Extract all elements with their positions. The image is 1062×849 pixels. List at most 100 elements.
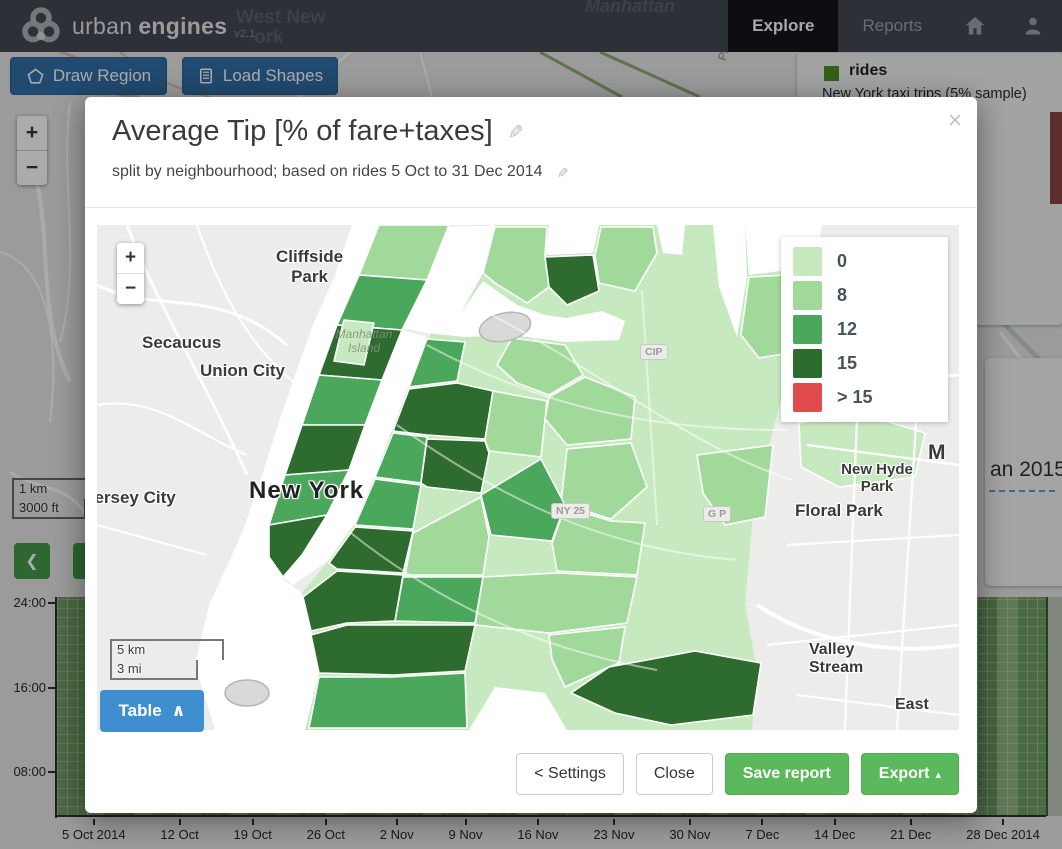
edit-title-icon[interactable]: ✎ xyxy=(503,123,525,140)
settings-button[interactable]: < Settings xyxy=(516,753,624,795)
legend-swatch xyxy=(793,383,822,412)
road-shield-gcp: G P xyxy=(703,506,732,522)
modal-scale-imperial: 3 mi xyxy=(110,660,198,680)
y-axis-label: 24:00 xyxy=(13,595,46,610)
caret-up-icon: ▴ xyxy=(935,768,941,781)
timeline-x-axis xyxy=(55,815,1046,817)
legend-label: 12 xyxy=(837,319,858,339)
map-roads xyxy=(97,225,959,730)
chevron-up-icon: ∧ xyxy=(171,701,186,720)
place-label-cliffside-park: Cliffside Park xyxy=(275,247,344,286)
x-axis-label: 2 Nov xyxy=(380,819,414,842)
legend-swatch xyxy=(793,281,822,310)
x-axis-label: 30 Nov xyxy=(669,819,711,842)
modal-subtitle: split by neighbourhood; based on rides 5… xyxy=(112,163,543,180)
modal-subtitle-row: split by neighbourhood; based on rides 5… xyxy=(112,163,570,181)
save-report-button[interactable]: Save report xyxy=(724,753,849,795)
place-label-jersey-city: Jersey City xyxy=(97,488,176,507)
pentagon-icon xyxy=(27,67,44,84)
report-modal: × Average Tip [% of fare+taxes] ✎ split … xyxy=(85,97,977,813)
islands xyxy=(224,311,532,707)
legend-swatch xyxy=(793,247,822,276)
modal-map-zoom-control: + − xyxy=(117,243,144,304)
export-label: Export xyxy=(878,765,930,782)
place-label-secaucus: Secaucus xyxy=(142,333,222,352)
y-tick xyxy=(48,771,55,773)
legend-swatch xyxy=(793,349,822,378)
legend-row: > 15 xyxy=(793,383,936,412)
table-toggle-button[interactable]: Table ∧ xyxy=(100,690,204,732)
shapes-ledger-icon xyxy=(199,68,212,84)
road-shield-ny25: NY 25 xyxy=(551,503,590,519)
brand-name: urban engines xyxy=(72,12,228,39)
x-axis-label: 12 Oct xyxy=(160,819,199,842)
close-button[interactable]: Close xyxy=(635,753,713,795)
table-button-label: Table xyxy=(118,701,162,720)
x-axis-label: 14 Dec xyxy=(814,819,855,842)
legend-label: 15 xyxy=(837,353,858,373)
y-tick xyxy=(48,602,55,604)
choropleth-legend: 0 8 12 15 > 15 xyxy=(781,237,948,422)
x-axis-label: 16 Nov xyxy=(517,819,559,842)
timeline-x-labels: 5 Oct 2014 12 Oct 19 Oct 26 Oct 2 Nov 9 … xyxy=(62,819,1040,842)
x-axis-label: 26 Oct xyxy=(307,819,345,842)
place-label-new-hyde-park: New Hyde Park xyxy=(841,461,913,496)
clipped-red-swatch xyxy=(1050,112,1062,204)
close-icon[interactable]: × xyxy=(947,107,962,134)
legend-label: > 15 xyxy=(837,387,873,407)
modal-scale-metric: 5 km xyxy=(110,639,224,660)
divider xyxy=(85,207,977,208)
neighborhood-polygons[interactable] xyxy=(268,225,926,729)
rides-color-swatch xyxy=(824,66,839,81)
bg-zoom-in-button[interactable]: + xyxy=(17,116,47,150)
modal-map-scale: 5 km 3 mi xyxy=(110,639,224,680)
place-label-new-york: New York xyxy=(249,477,365,504)
date-picker-panel: an 2015 xyxy=(985,358,1062,586)
legend-label: 0 xyxy=(837,251,848,271)
home-icon[interactable] xyxy=(963,14,987,38)
export-button[interactable]: Export ▴ xyxy=(860,753,959,795)
modal-zoom-in-button[interactable]: + xyxy=(124,247,137,268)
app-version: v2.1 xyxy=(234,28,256,40)
load-shapes-label: Load Shapes xyxy=(222,66,324,85)
x-axis-label: 19 Oct xyxy=(234,819,272,842)
pan-left-button[interactable]: ❮ xyxy=(14,543,50,579)
x-axis-label: 7 Dec xyxy=(745,819,779,842)
timeline-y-axis xyxy=(55,597,57,818)
place-label-floral-park: Floral Park xyxy=(795,501,883,520)
tab-explore[interactable]: Explore xyxy=(728,0,839,52)
choropleth-map[interactable]: Cliffside Park Secaucus Union City Manha… xyxy=(97,225,959,730)
place-label-m: M xyxy=(928,441,946,464)
legend-row: 12 xyxy=(793,315,936,344)
draw-region-button[interactable]: Draw Region xyxy=(10,57,167,95)
bg-map-zoom-control: + − xyxy=(17,116,47,185)
modal-title-row: Average Tip [% of fare+taxes] ✎ xyxy=(112,115,525,148)
road-shield-cip: CIP xyxy=(640,344,668,360)
legend-row: 8 xyxy=(793,281,936,310)
edit-subtitle-icon[interactable]: ✎ xyxy=(553,166,570,178)
legend-row: 15 xyxy=(793,349,936,378)
load-shapes-button[interactable]: Load Shapes xyxy=(182,57,338,95)
y-tick xyxy=(48,687,55,689)
month-label: an 2015 xyxy=(990,458,1062,481)
rides-layer-title: rides xyxy=(849,62,888,79)
bg-zoom-out-button[interactable]: − xyxy=(17,150,47,185)
legend-label: 8 xyxy=(837,285,848,305)
y-axis-label: 08:00 xyxy=(13,764,46,779)
y-axis-label: 16:00 xyxy=(13,680,46,695)
modal-title: Average Tip [% of fare+taxes] xyxy=(112,115,493,147)
x-axis-label: 21 Dec xyxy=(890,819,931,842)
place-label-east: East xyxy=(895,696,929,713)
x-axis-label: 28 Dec 2014 xyxy=(966,819,1040,842)
user-icon[interactable] xyxy=(1021,14,1045,38)
draw-region-label: Draw Region xyxy=(52,66,152,85)
place-label-union-city: Union City xyxy=(200,361,285,380)
modal-zoom-out-button[interactable]: − xyxy=(117,273,144,304)
x-axis-label: 23 Nov xyxy=(593,819,635,842)
tab-reports[interactable]: Reports xyxy=(862,16,922,35)
legend-swatch xyxy=(793,315,822,344)
legend-row: 0 xyxy=(793,247,936,276)
place-label-valley-stream: Valley Stream xyxy=(809,641,864,677)
x-axis-label: 9 Nov xyxy=(449,819,483,842)
